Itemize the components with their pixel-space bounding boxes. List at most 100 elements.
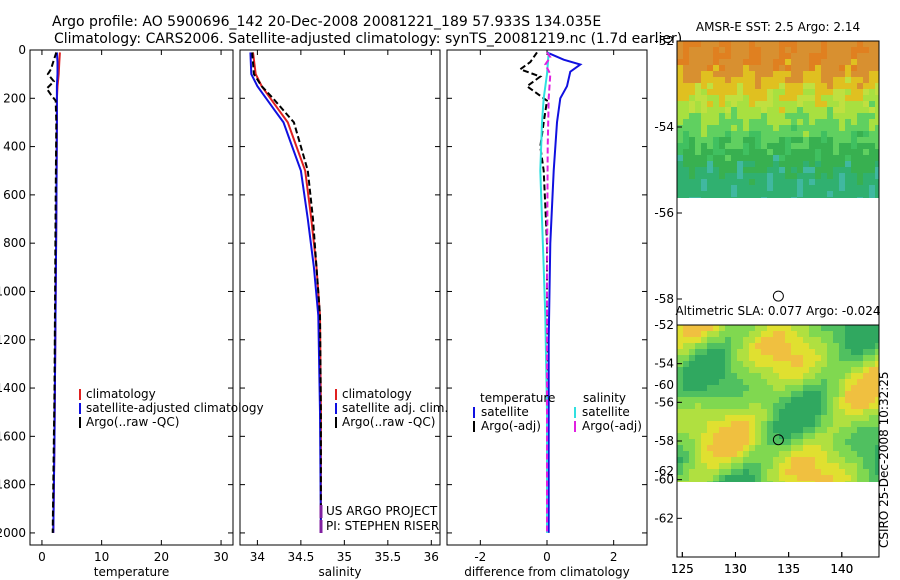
heatmap-cell — [875, 83, 879, 89]
heatmap-cell — [839, 325, 845, 331]
heatmap-cell — [761, 475, 767, 481]
heatmap-cell — [791, 325, 797, 331]
heatmap-cell — [767, 457, 773, 463]
heatmap-cell — [731, 391, 737, 397]
heatmap-cell — [839, 391, 845, 397]
heatmap-cell — [821, 149, 827, 155]
heatmap-cell — [797, 433, 803, 439]
heatmap-cell — [845, 397, 851, 403]
heatmap-cell — [749, 131, 755, 137]
heatmap-cell — [773, 101, 779, 107]
plot-frame — [239, 49, 441, 546]
heatmap-cell — [767, 101, 773, 107]
heatmap-cell — [683, 167, 689, 173]
heatmap-cell — [875, 475, 879, 481]
heatmap-cell — [677, 481, 683, 482]
heatmap-cell — [755, 367, 761, 373]
heatmap-cell — [863, 101, 869, 107]
heatmap-cell — [785, 53, 791, 59]
heatmap-cell — [767, 325, 773, 331]
heatmap-cell — [695, 71, 701, 77]
heatmap-cell — [761, 137, 767, 143]
heatmap-cell — [737, 403, 743, 409]
heatmap-cell — [701, 149, 707, 155]
heatmap-cell — [749, 409, 755, 415]
heatmap-cell — [785, 403, 791, 409]
heatmap-cell — [761, 361, 767, 367]
heatmap-cell — [827, 53, 833, 59]
heatmap-cell — [695, 391, 701, 397]
heatmap-cell — [839, 415, 845, 421]
x-tick-label: 34.5 — [288, 550, 315, 564]
y-tick-label: 1200 — [0, 333, 26, 347]
heatmap-cell — [803, 143, 809, 149]
heatmap-cell — [707, 83, 713, 89]
heatmap-cell — [749, 391, 755, 397]
heatmap-cell — [875, 367, 879, 373]
heatmap-cell — [815, 355, 821, 361]
heatmap-cell — [743, 403, 749, 409]
heatmap-cell — [755, 149, 761, 155]
heatmap-cell — [677, 131, 683, 137]
heatmap-cell — [821, 113, 827, 119]
heatmap-cell — [803, 367, 809, 373]
heatmap-cell — [857, 191, 863, 197]
heatmap-cell — [719, 475, 725, 481]
heatmap-cell — [791, 427, 797, 433]
heatmap-cell — [803, 451, 809, 457]
heatmap-cell — [821, 65, 827, 71]
y-tick-label: 0 — [18, 43, 26, 57]
heatmap-cell — [863, 59, 869, 65]
heatmap-cell — [791, 47, 797, 53]
heatmap-cell — [803, 77, 809, 83]
heatmap-cell — [839, 349, 845, 355]
heatmap-cell — [803, 179, 809, 185]
heatmap-cell — [743, 59, 749, 65]
heatmap-cell — [695, 101, 701, 107]
heatmap-cell — [803, 167, 809, 173]
heatmap-cell — [875, 173, 879, 179]
heatmap-cell — [815, 101, 821, 107]
heatmap-cell — [851, 433, 857, 439]
heatmap-cell — [827, 191, 833, 197]
heatmap-cell — [797, 95, 803, 101]
heatmap-cell — [815, 71, 821, 77]
heatmap-cell — [683, 343, 689, 349]
heatmap-cell — [827, 457, 833, 463]
heatmap-cell — [875, 41, 879, 47]
heatmap-cell — [833, 367, 839, 373]
heatmap-cell — [845, 197, 851, 198]
heatmap-cell — [737, 325, 743, 331]
heatmap-cell — [773, 337, 779, 343]
heatmap-cell — [845, 331, 851, 337]
heatmap-cell — [785, 125, 791, 131]
heatmap-cell — [725, 173, 731, 179]
heatmap-cell — [749, 463, 755, 469]
heatmap-cell — [785, 83, 791, 89]
heatmap-cell — [791, 469, 797, 475]
heatmap-cell — [869, 391, 875, 397]
heatmap-cell — [767, 439, 773, 445]
heatmap-cell — [737, 185, 743, 191]
heatmap-cell — [785, 65, 791, 71]
heatmap-cell — [695, 149, 701, 155]
heatmap-cell — [863, 137, 869, 143]
heatmap-cell — [689, 349, 695, 355]
heatmap-cell — [797, 439, 803, 445]
heatmap-cell — [737, 155, 743, 161]
heatmap-cell — [875, 137, 879, 143]
heatmap-cell — [689, 53, 695, 59]
heatmap-cell — [845, 77, 851, 83]
heatmap-cell — [827, 367, 833, 373]
heatmap-cell — [857, 355, 863, 361]
heatmap-cell — [773, 463, 779, 469]
heatmap-cell — [683, 71, 689, 77]
heatmap-cell — [779, 373, 785, 379]
heatmap-cell — [713, 179, 719, 185]
heatmap-cell — [833, 457, 839, 463]
heatmap-cell — [875, 451, 879, 457]
heatmap-cell — [719, 373, 725, 379]
heatmap-cell — [779, 113, 785, 119]
heatmap-cell — [863, 143, 869, 149]
heatmap-cell — [773, 65, 779, 71]
